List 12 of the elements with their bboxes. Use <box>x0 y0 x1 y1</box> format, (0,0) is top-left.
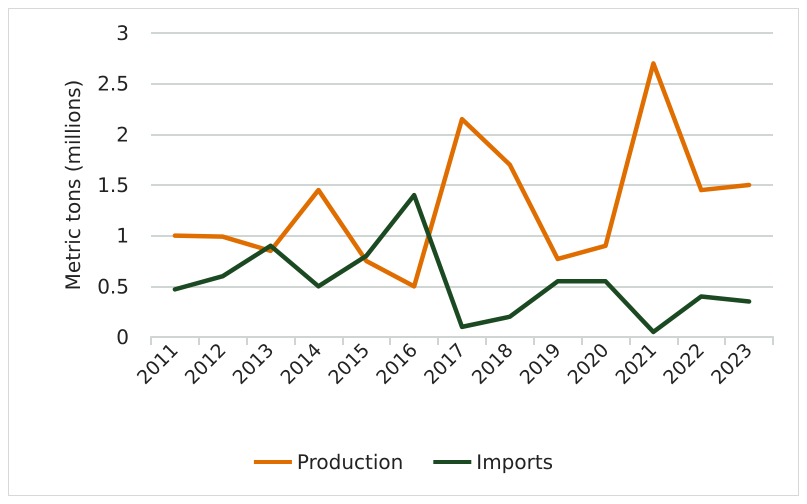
y-tick-label: 0.5 <box>97 274 129 298</box>
y-tick-label: 1.5 <box>97 173 129 197</box>
legend-label: Imports <box>476 450 554 474</box>
line-series <box>172 192 752 334</box>
y-tick-label: 3 <box>116 21 129 45</box>
y-tick-label: 2.5 <box>97 72 129 96</box>
y-tick-label: 2 <box>116 122 129 146</box>
legend-label: Production <box>296 450 404 474</box>
y-tick-label: 0 <box>116 325 129 349</box>
y-axis-title: Metric tons (millions) <box>61 80 85 290</box>
line-series <box>172 61 752 289</box>
y-tick-label: 1 <box>116 224 129 248</box>
